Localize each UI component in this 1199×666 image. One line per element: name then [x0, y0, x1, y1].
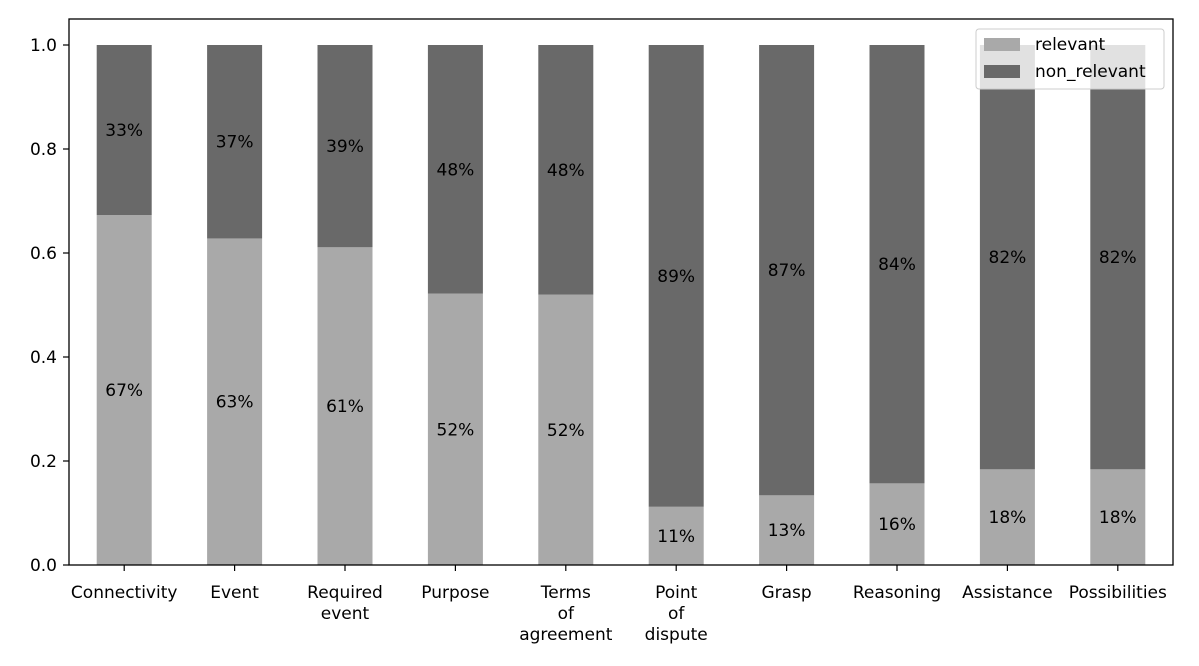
legend: relevant non_relevant	[975, 28, 1165, 90]
bar-label-relevant-3: 52%	[437, 420, 475, 440]
legend-label-non_relevant: non_relevant	[1035, 62, 1146, 82]
bar-non_relevant-6	[759, 45, 815, 496]
x-axis: Connectivity Event Required event Purpose Ter…	[71, 565, 1167, 645]
x-tick-label-line: Assistance	[962, 583, 1053, 603]
bar-label-non_relevant-1: 37%	[216, 133, 254, 153]
x-tick-label: Purpose	[421, 583, 489, 603]
x-tick-label-line: Reasoning	[853, 583, 941, 603]
legend-swatch-non_relevant	[984, 65, 1020, 78]
y-axis: 0.0 0.2 0.4 0.6 0.8 1.0	[30, 36, 69, 576]
x-tick-label-line: event	[321, 604, 370, 624]
x-tick-label-line: dispute	[645, 625, 708, 645]
x-tick-label: Point of dispute	[645, 583, 708, 645]
x-tick-label-line: Grasp	[761, 583, 811, 603]
bar-label-relevant-0: 67%	[105, 381, 143, 401]
bar-label-relevant-2: 61%	[326, 397, 364, 417]
bar-label-relevant-6: 13%	[768, 521, 806, 541]
bar-non_relevant-4	[538, 45, 594, 295]
y-tick-label: 0.2	[30, 452, 57, 472]
bar-label-non_relevant-5: 89%	[657, 267, 695, 287]
bar-label-relevant-4: 52%	[547, 421, 585, 441]
y-tick-label: 1.0	[30, 36, 57, 56]
bar-relevant-1	[207, 238, 263, 565]
x-tick-label-line: of	[668, 604, 685, 624]
plot-frame	[68, 18, 1174, 566]
bar-relevant-0	[96, 215, 152, 566]
x-tick-label-line: Connectivity	[71, 583, 178, 603]
bar-non_relevant-9	[1090, 45, 1146, 470]
x-tick-label: Connectivity	[71, 583, 178, 603]
bar-non_relevant-3	[427, 45, 483, 294]
bar-non_relevant-8	[979, 45, 1035, 470]
bar-label-non_relevant-4: 48%	[547, 161, 585, 181]
x-tick-label-line: Possibilities	[1069, 583, 1167, 603]
x-tick-label-line: Terms	[540, 583, 591, 603]
bar-label-non_relevant-6: 87%	[768, 261, 806, 281]
bar-label-relevant-8: 18%	[989, 508, 1027, 528]
bar-label-non_relevant-9: 82%	[1099, 248, 1137, 268]
x-tick-label: Grasp	[761, 583, 811, 603]
bar-relevant-2	[317, 247, 373, 565]
x-tick-label: Terms of agreement	[519, 583, 613, 645]
bar-non_relevant-7	[869, 45, 925, 484]
bar-label-relevant-9: 18%	[1099, 508, 1137, 528]
bar-non_relevant-5	[648, 45, 704, 507]
y-tick-label: 0.4	[30, 348, 57, 368]
bar-relevant-7	[869, 483, 925, 565]
bar-relevant-5	[648, 506, 704, 565]
y-tick-label: 0.0	[30, 556, 57, 576]
bars-layer	[96, 45, 1146, 566]
bar-label-non_relevant-7: 84%	[878, 255, 916, 275]
x-tick-label: Reasoning	[853, 583, 941, 603]
x-tick-label: Event	[210, 583, 259, 603]
bar-label-non_relevant-8: 82%	[989, 248, 1027, 268]
bar-label-relevant-1: 63%	[216, 393, 254, 413]
bar-label-relevant-7: 16%	[878, 515, 916, 535]
x-tick-label-line: agreement	[519, 625, 613, 645]
x-tick-label: Required event	[307, 583, 383, 624]
x-tick-label-line: Purpose	[421, 583, 489, 603]
bar-relevant-3	[427, 293, 483, 565]
bar-relevant-9	[1090, 469, 1146, 565]
bar-relevant-4	[538, 294, 594, 565]
x-tick-label: Possibilities	[1069, 583, 1167, 603]
bar-non_relevant-0	[96, 45, 152, 216]
legend-label-relevant: relevant	[1035, 35, 1106, 55]
legend-swatch-relevant	[984, 38, 1020, 51]
bar-relevant-6	[759, 495, 815, 565]
legend-box	[975, 28, 1165, 90]
x-tick-label: Assistance	[962, 583, 1053, 603]
bar-label-non_relevant-0: 33%	[105, 121, 143, 141]
x-tick-label-line: Point	[655, 583, 698, 603]
bar-relevant-8	[979, 469, 1035, 565]
y-tick-label: 0.6	[30, 244, 57, 264]
bar-label-relevant-5: 11%	[657, 527, 695, 547]
bar-label-non_relevant-3: 48%	[437, 160, 475, 180]
x-tick-label-line: of	[558, 604, 575, 624]
x-tick-label-line: Event	[210, 583, 259, 603]
bar-labels-layer: 67% 33% 63% 37% 61% 39% 52% 48% 52% 48% 11% 89% 13% 8…	[105, 121, 1136, 547]
bar-non_relevant-1	[207, 45, 263, 239]
x-tick-label-line: Required	[307, 583, 383, 603]
y-tick-label: 0.8	[30, 140, 57, 160]
bar-label-non_relevant-2: 39%	[326, 137, 364, 157]
bar-non_relevant-2	[317, 45, 373, 248]
